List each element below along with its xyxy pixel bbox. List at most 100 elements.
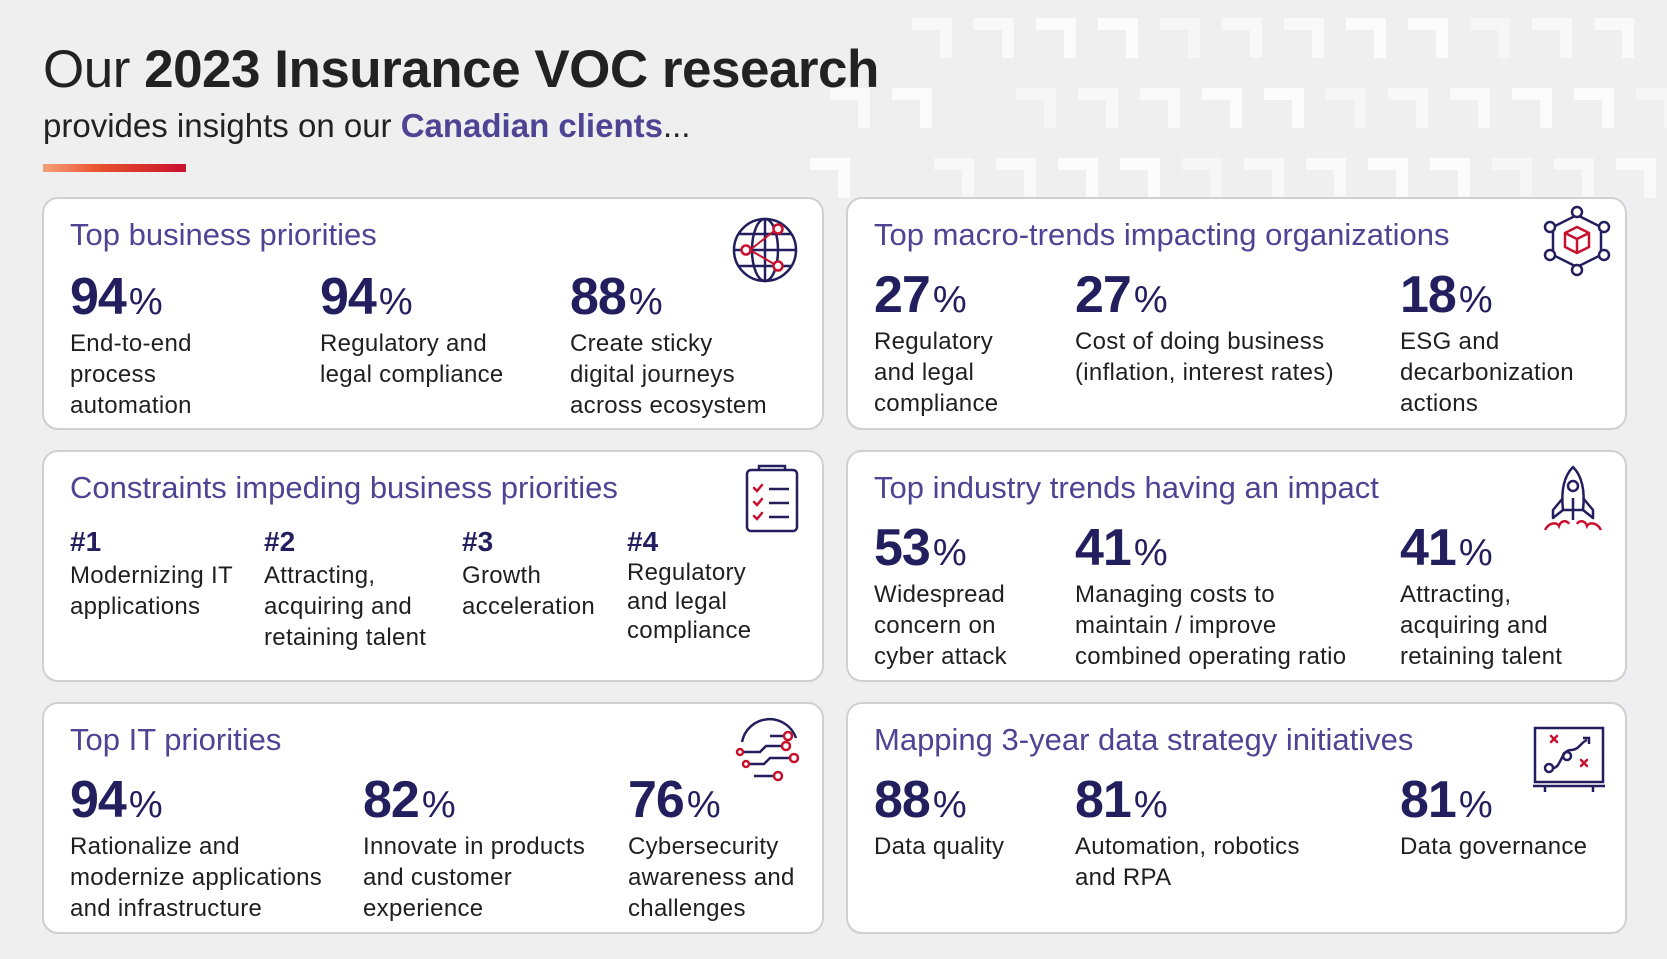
constraint-label: Growth acceleration: [462, 562, 596, 620]
stat-value: 94: [70, 771, 127, 829]
pattern-bracket: [810, 158, 850, 198]
stat-label: Data quality: [874, 833, 1005, 860]
pattern-bracket: [1036, 18, 1076, 58]
rocket-icon: [1543, 465, 1603, 531]
card-title: Top business priorities: [70, 217, 377, 252]
constraint-rank: #2: [264, 526, 296, 557]
pattern-bracket: [1244, 158, 1284, 198]
pattern-bracket: [1120, 158, 1160, 198]
stat-unit: %: [1133, 784, 1168, 826]
pattern-bracket: [1636, 88, 1667, 128]
stat-value: 94: [320, 268, 377, 326]
stat-label: Rationalize and modernize applications and…: [70, 833, 323, 922]
stat-value: 81: [1400, 771, 1457, 829]
pattern-bracket: [1098, 18, 1138, 58]
stat-label: Data governance: [1400, 833, 1588, 860]
card-constraints: Constraints impeding business priorities…: [42, 450, 824, 682]
pattern-bracket: [892, 88, 932, 128]
strategy-board-icon: [1533, 726, 1605, 792]
card-it-priorities: Top IT priorities 94% Rationalize and mod…: [42, 702, 824, 934]
stat-item: 81% Automation, robotics and RPA: [1075, 774, 1300, 893]
stat-item: 41% Managing costs to maintain / improve c…: [1075, 522, 1346, 672]
pattern-bracket: [1512, 88, 1552, 128]
pattern-bracket: [1058, 158, 1098, 198]
card-business-priorities: Top business priorities 94% End-to-end pr…: [42, 197, 824, 430]
stat-label: Create sticky digital journeys across ecos…: [570, 330, 767, 419]
stat-item: 76% Cybersecurity awareness and challenges: [628, 774, 795, 924]
stat-item: 53% Widespread concern on cyber attack: [874, 522, 1007, 672]
pattern-bracket: [996, 158, 1036, 198]
page-subtitle: provides insights on our Canadian client…: [43, 106, 690, 146]
card-title: Constraints impeding business priorities: [70, 470, 618, 505]
stat-unit: %: [628, 281, 663, 323]
checklist-icon: [745, 464, 799, 533]
stat-value: 88: [570, 268, 627, 326]
pattern-bracket: [974, 18, 1014, 58]
constraint-item: #1 Modernizing IT applications: [70, 528, 233, 622]
pattern-bracket: [1388, 88, 1428, 128]
stat-item: 94% Regulatory and legal compliance: [320, 271, 504, 390]
stat-label: Regulatory and legal compliance: [874, 328, 999, 417]
pattern-bracket: [1408, 18, 1448, 58]
pattern-bracket: [1492, 158, 1532, 198]
pattern-bracket: [1306, 158, 1346, 198]
stat-item: 82% Innovate in products and customer expe…: [363, 774, 585, 924]
stat-unit: %: [1133, 279, 1168, 321]
pattern-bracket: [1326, 88, 1366, 128]
card-title: Top industry trends having an impact: [874, 470, 1379, 505]
constraint-rank: #1: [70, 526, 102, 557]
stat-unit: %: [932, 532, 967, 574]
pattern-bracket: [1016, 88, 1056, 128]
pattern-bracket: [1264, 88, 1304, 128]
stat-item: 81% Data governance: [1400, 774, 1587, 862]
stat-unit: %: [378, 281, 413, 323]
stat-value: 88: [874, 771, 931, 829]
stat-label: Cybersecurity awareness and challenges: [628, 833, 795, 922]
pattern-bracket: [1202, 88, 1242, 128]
card-data-strategy: Mapping 3-year data strategy initiatives…: [846, 702, 1627, 934]
stat-unit: %: [1458, 532, 1493, 574]
page-title: Our 2023 Insurance VOC research: [43, 38, 879, 102]
stat-value: 82: [363, 771, 420, 829]
stat-label: Managing costs to maintain / improve combi…: [1075, 581, 1347, 670]
stat-item: 94% Rationalize and modernize application…: [70, 774, 322, 924]
title-bold: 2023 Insurance VOC research: [144, 40, 879, 99]
pattern-bracket: [1284, 18, 1324, 58]
stat-item: 88% Create sticky digital journeys across …: [570, 271, 767, 421]
stat-unit: %: [128, 784, 163, 826]
pattern-bracket: [830, 88, 870, 128]
pattern-bracket: [1368, 158, 1408, 198]
pattern-bracket: [1594, 18, 1634, 58]
stat-value: 94: [70, 268, 127, 326]
stat-label: End-to-end process automation: [70, 330, 192, 419]
subtitle-prefix: provides insights on our: [43, 107, 392, 144]
gradient-accent-bar: [43, 164, 186, 172]
stat-unit: %: [686, 784, 721, 826]
pattern-bracket: [1078, 88, 1118, 128]
stat-item: 88% Data quality: [874, 774, 1004, 862]
pattern-bracket: [1346, 18, 1386, 58]
pattern-bracket: [1182, 158, 1222, 198]
stat-unit: %: [1458, 784, 1493, 826]
stat-unit: %: [1133, 532, 1168, 574]
constraint-rank: #4: [627, 526, 659, 557]
subtitle-accent: Canadian clients: [400, 107, 663, 144]
stat-label: Attracting, acquiring and retaining talent: [1400, 581, 1563, 670]
card-title: Mapping 3-year data strategy initiatives: [874, 722, 1414, 757]
pattern-bracket: [1574, 88, 1614, 128]
stat-item: 18% ESG and decarbonization actions: [1400, 269, 1574, 419]
stat-value: 41: [1075, 519, 1132, 577]
constraint-item: #4 Regulatory and legal compliance: [627, 528, 751, 645]
constraint-label: Modernizing IT applications: [70, 562, 233, 620]
stat-unit: %: [932, 279, 967, 321]
pattern-bracket: [1532, 18, 1572, 58]
stat-label: ESG and decarbonization actions: [1400, 328, 1574, 417]
stat-label: Regulatory and legal compliance: [320, 330, 504, 388]
stat-value: 41: [1400, 519, 1457, 577]
stat-unit: %: [1458, 279, 1493, 321]
stat-label: Cost of doing business (inflation, intere…: [1075, 328, 1334, 386]
stat-item: 27% Regulatory and legal compliance: [874, 269, 998, 419]
constraint-item: #2 Attracting, acquiring and retaining tal…: [264, 528, 426, 653]
stat-value: 81: [1075, 771, 1132, 829]
stat-value: 27: [1075, 266, 1132, 324]
